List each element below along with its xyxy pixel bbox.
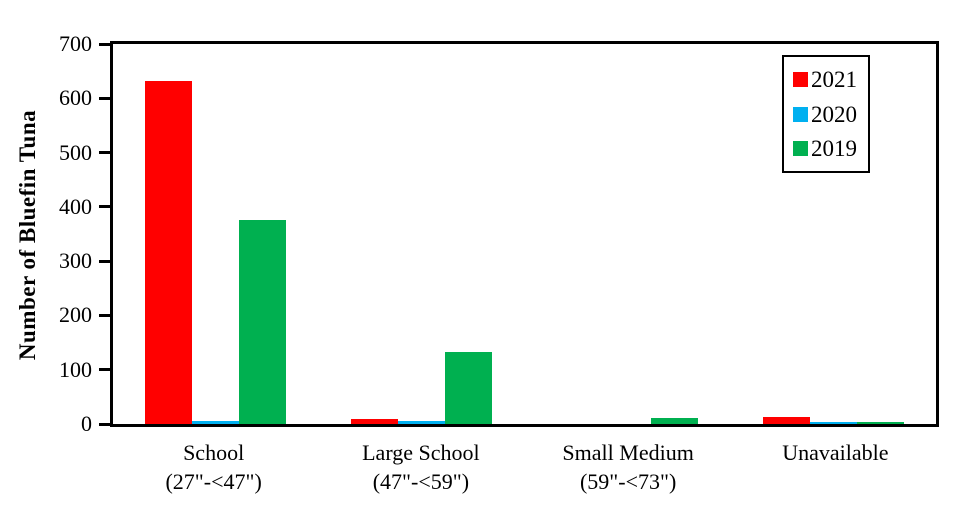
y-axis-tick-mark — [99, 259, 110, 263]
bar-2021-unavailable — [762, 416, 810, 424]
x-axis-label-range: (59"-<73") — [579, 469, 677, 494]
x-axis-label: School (27"-<47") — [110, 438, 317, 496]
legend-label: 2019 — [811, 135, 857, 161]
y-axis-tick-mark — [99, 205, 110, 209]
y-axis-tick-label: 300 — [59, 248, 92, 274]
legend-item-2019: 2019 — [793, 137, 868, 160]
y-axis-tick-mark — [99, 368, 110, 372]
bar-2019-school — [239, 220, 287, 424]
bar-2021-large-school — [351, 418, 399, 424]
plot-area — [110, 41, 939, 427]
legend-swatch-icon — [793, 106, 808, 122]
x-axis-label: Large School (47"-<59") — [317, 438, 524, 496]
x-axis-label-name: School — [183, 440, 245, 465]
y-axis-tick-mark — [99, 42, 110, 46]
bar-2019-small-medium — [650, 418, 698, 424]
y-axis-tick-label: 600 — [59, 85, 92, 111]
bar-2020-unavailable — [809, 421, 857, 424]
x-axis-label-range: (47"-<59") — [372, 469, 470, 494]
x-axis-label: Small Medium (59"-<73") — [525, 438, 732, 496]
x-axis-label-name: Large School — [362, 440, 480, 465]
y-axis-tick-label: 0 — [81, 411, 92, 436]
x-axis-label-name: Unavailable — [782, 440, 889, 465]
y-axis-tick-label: 100 — [59, 356, 92, 382]
y-axis-tick-label: 200 — [59, 302, 92, 328]
bar-2021-school — [145, 80, 193, 424]
y-axis-tick-mark — [99, 313, 110, 317]
x-axis-label: Unavailable — [732, 438, 939, 496]
x-axis-labels: School (27"-<47") Large School (47"-<59") Sm… — [110, 438, 939, 496]
x-axis-label-name: Small Medium — [562, 440, 694, 465]
y-axis-tick-label: 700 — [59, 31, 92, 56]
legend-item-2020: 2020 — [793, 103, 868, 126]
y-axis-tick-label: 500 — [59, 139, 92, 165]
legend-item-2021: 2021 — [793, 68, 868, 91]
y-axis-tick-label: 400 — [59, 193, 92, 219]
y-axis-tick-mark — [99, 151, 110, 155]
legend-label: 2020 — [811, 101, 857, 127]
legend-swatch-icon — [793, 72, 808, 88]
legend-swatch-icon — [793, 140, 808, 156]
x-axis-label-range: (27"-<47") — [165, 469, 262, 494]
bar-2019-large-school — [445, 352, 493, 424]
y-axis-tick-mark — [99, 422, 110, 426]
bar-2020-school — [192, 421, 240, 424]
bar-2020-large-school — [398, 421, 446, 424]
legend: 2021 2020 2019 — [782, 55, 870, 173]
bar-2019-unavailable — [856, 422, 904, 424]
y-axis-tick-mark — [99, 96, 110, 100]
legend-label: 2021 — [811, 67, 857, 93]
